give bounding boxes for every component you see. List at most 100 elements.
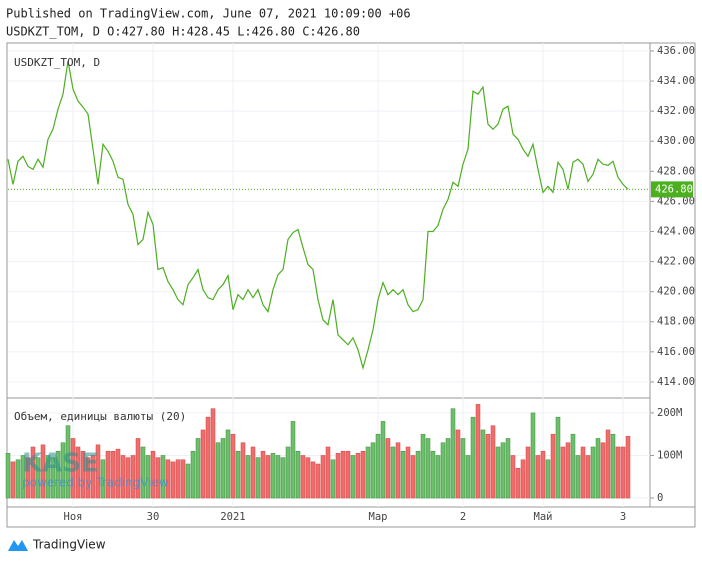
volume-bar <box>510 455 516 499</box>
volume-bar <box>440 442 446 499</box>
x-tick-label: 3 <box>620 511 626 523</box>
volume-bar <box>375 433 381 499</box>
volume-bar <box>265 455 271 499</box>
volume-bar <box>580 446 586 499</box>
volume-bar <box>325 446 331 499</box>
volume-bar <box>370 442 376 499</box>
volume-bar <box>255 457 261 499</box>
volume-bar <box>10 461 16 499</box>
y-tick-label: 426.00 <box>657 195 695 207</box>
volume-bar <box>345 450 351 499</box>
volume-bar <box>70 438 76 499</box>
volume-bar <box>175 459 181 499</box>
volume-bar <box>225 429 231 499</box>
volume-bar <box>550 433 556 499</box>
volume-bar <box>115 448 121 499</box>
y-tick-label: 420.00 <box>657 286 695 298</box>
volume-bar <box>280 457 286 499</box>
y-tick-label: 422.00 <box>657 256 695 268</box>
volume-bar <box>570 433 576 499</box>
x-tick-label: Мар <box>369 511 388 523</box>
brand: TradingView <box>32 538 106 552</box>
volume-bar <box>130 455 136 499</box>
volume-bar <box>470 416 476 499</box>
volume-bar <box>310 461 316 499</box>
volume-bar <box>495 446 501 499</box>
volume-bar <box>290 421 296 499</box>
volume-bar <box>25 457 31 499</box>
y-tick-label: 414.00 <box>657 376 695 388</box>
y-tick-label: 200M <box>657 407 682 419</box>
volume-bar <box>295 450 301 499</box>
volume-bar <box>65 425 71 499</box>
x-tick-label: 2021 <box>220 511 245 523</box>
volume-bar <box>410 455 416 499</box>
frame <box>6 42 696 508</box>
y-tick-label: 416.00 <box>657 346 695 358</box>
volume-bar <box>275 455 281 499</box>
published-note: Published on TradingView.com, June 07, 2… <box>6 7 411 21</box>
volume-bar <box>75 446 81 499</box>
volume-bar <box>555 416 561 499</box>
volume-bar <box>320 455 326 499</box>
volume-bar <box>465 455 471 499</box>
volume-bar <box>125 457 131 499</box>
volume-bar <box>185 463 191 499</box>
volume-bar <box>245 455 251 499</box>
volume-bar <box>420 433 426 499</box>
brand-logo <box>8 540 28 551</box>
last-price-label: 426.80 <box>655 183 693 195</box>
volume-bar <box>505 438 511 499</box>
volume-bar <box>490 425 496 499</box>
volume-bar <box>60 442 66 499</box>
y-tick-label: 418.00 <box>657 316 695 328</box>
volume-bar <box>165 459 171 499</box>
volume-bar <box>90 455 96 499</box>
volume-bar <box>120 455 126 499</box>
volume-bar <box>455 429 461 499</box>
volume-bar <box>285 446 291 499</box>
price-line <box>7 60 629 371</box>
volume-bar <box>480 429 486 499</box>
y-tick-label: 424.00 <box>657 225 695 237</box>
y-tick-label: 432.00 <box>657 105 695 117</box>
volume-bar <box>415 450 421 499</box>
volume-bar <box>105 450 111 499</box>
volume-bar <box>15 459 21 499</box>
y-tick-label: 428.00 <box>657 165 695 177</box>
volume-bar <box>45 455 51 499</box>
y-tick-label: 436.00 <box>657 45 695 57</box>
volume-bar <box>600 442 606 499</box>
volume-bar <box>535 455 541 499</box>
volume-bar <box>170 461 176 499</box>
volume-bar <box>305 457 311 499</box>
volume-bar <box>475 404 481 499</box>
volume-bar <box>435 455 441 499</box>
volume-bar <box>195 438 201 499</box>
volume-bar <box>445 438 451 499</box>
volume-bar <box>545 459 551 499</box>
volume-bar <box>35 457 41 499</box>
volume-bar <box>250 446 256 499</box>
volume-bar <box>315 463 321 499</box>
volume-bar <box>615 446 621 499</box>
volume-bar <box>560 446 566 499</box>
volume-bar <box>605 429 611 499</box>
y-tick-label: 0 <box>657 492 663 504</box>
volume-bar <box>360 450 366 499</box>
watermark-logo: KASE <box>22 449 99 479</box>
volume-bar <box>330 459 336 499</box>
volume-bar <box>205 416 211 499</box>
volume-bar <box>135 438 141 499</box>
volume-bar <box>140 446 146 499</box>
volume-bar <box>95 444 101 499</box>
volume-bar <box>515 468 521 499</box>
volume-bar <box>230 433 236 499</box>
volume-bar <box>520 459 526 499</box>
volume-bar <box>210 408 216 499</box>
volume-bar <box>625 436 631 499</box>
volume-bar <box>30 446 36 499</box>
volume-bar <box>300 455 306 499</box>
x-tick-label: 30 <box>147 511 160 523</box>
